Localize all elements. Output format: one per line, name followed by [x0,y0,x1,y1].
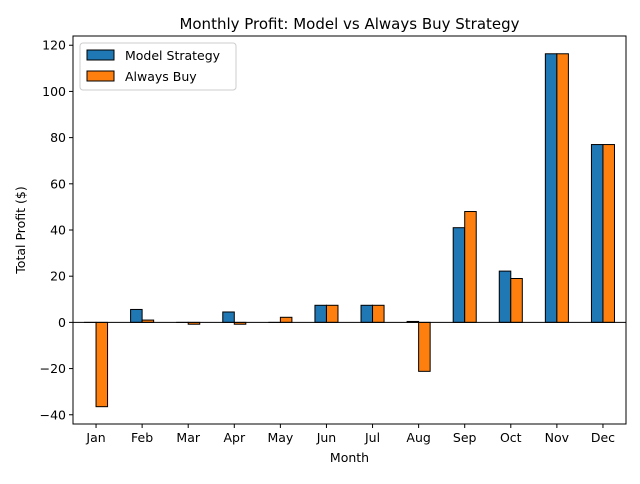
bar-model-strategy-nov [545,54,557,323]
y-tick-label: 20 [50,269,66,284]
x-tick-label: May [267,430,293,445]
bar-always-buy-sep [465,212,477,323]
bar-always-buy-may [280,317,292,322]
legend-label-model-strategy: Model Strategy [125,48,221,63]
legend-swatch-always-buy [87,71,114,81]
bar-always-buy-jun [326,305,338,322]
bar-always-buy-dec [603,145,615,323]
bar-always-buy-oct [511,279,523,323]
x-axis-label: Month [330,450,369,465]
y-tick-label: −20 [40,361,66,376]
bar-model-strategy-jul [361,305,373,322]
x-tick-label: Dec [591,430,615,445]
y-tick-label: 60 [50,176,66,191]
bar-model-strategy-apr [223,312,235,322]
x-tick-label: Oct [500,430,522,445]
x-tick-label: Jan [85,430,105,445]
chart-title: Monthly Profit: Model vs Always Buy Stra… [179,15,519,33]
bar-model-strategy-jun [315,305,327,322]
legend-label-always-buy: Always Buy [125,69,197,84]
legend: Model Strategy Always Buy [80,43,236,90]
x-tick-label: Mar [176,430,200,445]
y-axis-label: Total Profit ($) [13,186,28,274]
bar-model-strategy-dec [591,145,603,323]
bar-model-strategy-sep [453,228,465,323]
bar-always-buy-aug [419,322,431,371]
y-tick-label: 40 [50,223,66,238]
y-tick-label: −40 [40,407,66,422]
bar-always-buy-nov [557,54,569,323]
x-tick-label: Apr [223,430,245,445]
x-tick-label: Aug [406,430,430,445]
x-tick-label: Sep [453,430,477,445]
y-tick-label: 120 [42,38,66,53]
x-tick-label: Nov [545,430,570,445]
x-tick-label: Feb [131,430,153,445]
bar-always-buy-jul [373,305,385,322]
bar-model-strategy-feb [131,309,143,322]
x-tick-label: Jun [316,430,337,445]
y-tick-label: 100 [42,84,66,99]
y-tick-label: 0 [58,315,66,330]
legend-swatch-model-strategy [87,50,114,60]
bar-model-strategy-oct [499,271,511,322]
x-tick-label: Jul [364,430,380,445]
bar-always-buy-jan [96,322,108,406]
y-tick-label: 80 [50,130,66,145]
